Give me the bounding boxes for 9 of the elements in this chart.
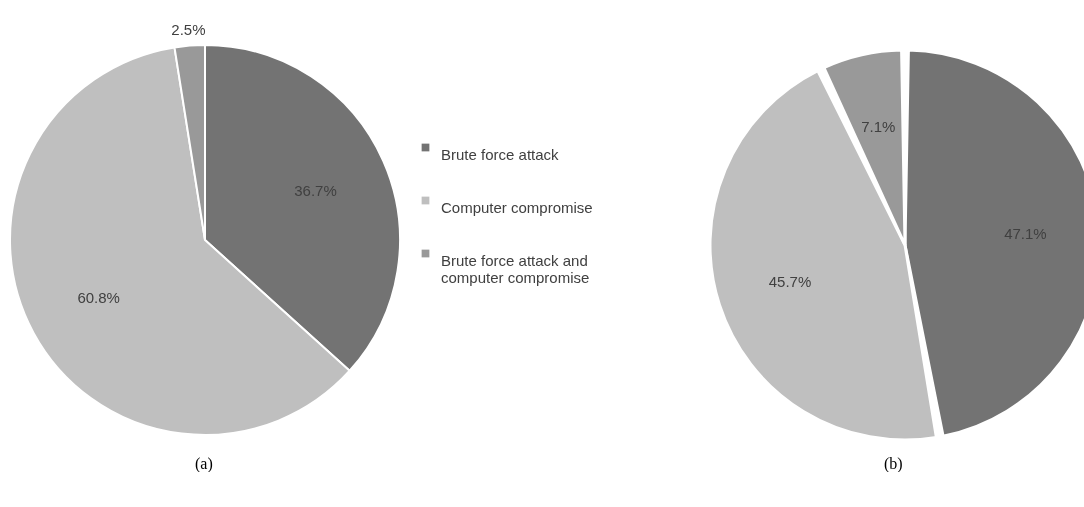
legend-label: Computer compromise (441, 198, 593, 216)
data-label: 45.7% (768, 273, 812, 291)
text: (a) (195, 455, 213, 473)
data-label: 7.1% (861, 118, 896, 136)
legend-label: Brute force attack and computer compromise (441, 251, 590, 286)
data-label: 2.5% (171, 20, 206, 38)
legend-label: Brute force attack (441, 145, 560, 163)
text: (b) (884, 455, 903, 473)
data-label: 60.8% (77, 288, 120, 306)
